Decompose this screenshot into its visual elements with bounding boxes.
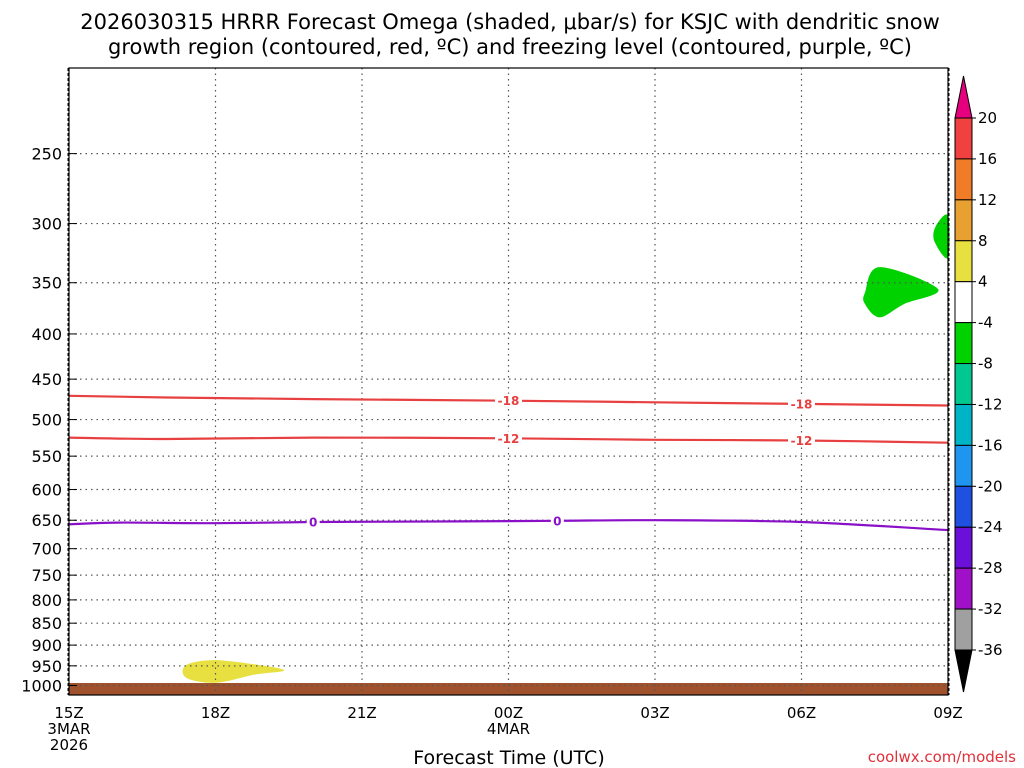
contour-label--12: -12 <box>791 434 813 448</box>
colorbar-label-16: 16 <box>978 150 997 168</box>
y-tick-label-600: 600 <box>31 481 62 500</box>
colorbar-label--32: -32 <box>978 600 1003 618</box>
contour-label-bg <box>306 515 320 530</box>
colorbar-label--20: -20 <box>978 477 1003 495</box>
y-tick-label-300: 300 <box>31 215 62 234</box>
colorbar-segment--16-to--20 <box>954 444 973 487</box>
colorbar-segment-4-to--4 <box>954 281 973 324</box>
colorbar: 20 16 12 8 4 -4 -8 -12 -16 -20 -24 -28 -32 -36 <box>954 75 1003 693</box>
colorbar-label-8: 8 <box>978 232 988 250</box>
y-tick-label-950: 950 <box>31 657 62 676</box>
contour-label-bg <box>495 431 522 446</box>
y-tick-label-650: 650 <box>31 511 62 530</box>
contour-label--12: -12 <box>498 432 520 446</box>
x-tick-label-12: 03Z <box>640 704 669 722</box>
contour-label-bg <box>788 433 815 448</box>
y-tick-label-250: 250 <box>31 145 62 164</box>
x-tick-label-18: 09Z <box>933 704 962 722</box>
colorbar-top-arrow <box>954 75 973 119</box>
colorbar-label--28: -28 <box>978 559 1003 577</box>
x-tick-label-6: 21Z <box>347 704 376 722</box>
colorbar-bottom-arrow <box>954 649 973 693</box>
plot-frame <box>68 67 949 696</box>
contour-label-bg <box>550 513 564 528</box>
contour-label-0: 0 <box>553 514 561 528</box>
credit-text: coolwx.com/models <box>868 748 1016 766</box>
contour-line-2 <box>68 519 949 532</box>
green-region-350 <box>863 267 939 318</box>
colorbar-segment-8-to-4 <box>954 240 973 283</box>
y-tick-label-450: 450 <box>31 370 62 389</box>
colorbar-label-4: 4 <box>978 273 988 291</box>
colorbar-label-20: 20 <box>978 109 997 127</box>
contour-label-0: 0 <box>309 516 317 530</box>
y-tick-label-400: 400 <box>31 325 62 344</box>
y-tick-label-550: 550 <box>31 447 62 466</box>
y-tick-label-350: 350 <box>31 274 62 293</box>
colorbar-segment-16-to-12 <box>954 158 973 201</box>
y-tick-label-750: 750 <box>31 566 62 585</box>
yellow-region-near-surface <box>182 660 285 683</box>
colorbar-label-12: 12 <box>978 191 997 209</box>
plot-area: 250 300 350 400 450 500 550 600 650 700 750 800 850 9… <box>21 67 963 754</box>
contour-label--18: -18 <box>791 397 813 411</box>
y-tick-label-850: 850 <box>31 614 62 633</box>
colorbar-segment--20-to--24 <box>954 485 973 528</box>
x-axis-label: Forecast Time (UTC) <box>413 747 604 768</box>
y-tick-label-900: 900 <box>31 636 62 655</box>
x-tick-label-15: 06Z <box>787 704 816 722</box>
x-tick-label-3: 18Z <box>201 704 230 722</box>
y-tick-label-800: 800 <box>31 591 62 610</box>
green-region-300 <box>933 214 950 259</box>
contour-label--18: -18 <box>498 394 520 408</box>
x-tick-label-0: 15Z 3MAR 2026 <box>47 704 90 754</box>
colorbar-label--16: -16 <box>978 436 1003 454</box>
colorbar-segment--4-to--8 <box>954 322 973 365</box>
colorbar-segment--12-to--16 <box>954 403 973 446</box>
colorbar-segment-12-to-8 <box>954 199 973 242</box>
colorbar-label--4: -4 <box>978 314 993 332</box>
colorbar-label--24: -24 <box>978 518 1003 536</box>
colorbar-segment--28-to--32 <box>954 567 973 610</box>
contour-label-bg <box>495 393 522 408</box>
chart-title-line2: growth region (contoured, red, ºC) and f… <box>108 35 912 59</box>
colorbar-segment--8-to--12 <box>954 363 973 405</box>
y-tick-label-1000: 1000 <box>21 677 62 696</box>
colorbar-segment-20-to-16 <box>954 117 973 160</box>
colorbar-segment--32-to--36 <box>954 608 973 651</box>
colorbar-label--12: -12 <box>978 395 1003 413</box>
chart-title-line1: 2026030315 HRRR Forecast Omega (shaded, … <box>80 10 940 34</box>
colorbar-segment--24-to--28 <box>954 526 973 569</box>
x-tick-label-9: 00Z 4MAR <box>487 704 530 738</box>
colorbar-label--8: -8 <box>978 355 993 373</box>
ground-band <box>69 683 948 695</box>
y-tick-label-500: 500 <box>31 411 62 430</box>
contour-label-bg <box>788 396 815 411</box>
colorbar-label--36: -36 <box>978 641 1003 659</box>
y-tick-label-700: 700 <box>31 540 62 559</box>
